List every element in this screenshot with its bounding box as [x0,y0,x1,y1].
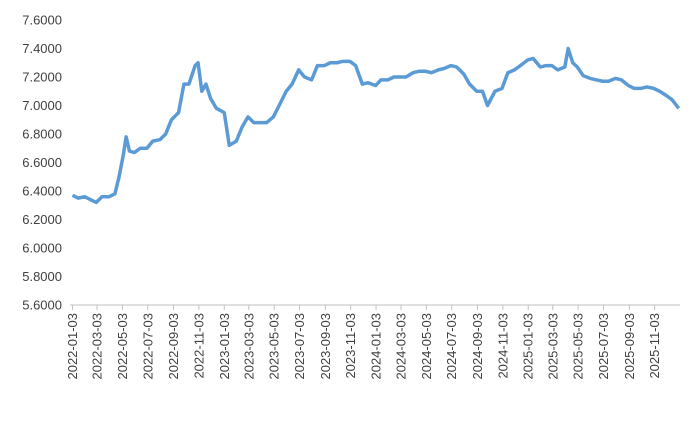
x-tick-label: 2023-03-03 [241,313,256,380]
y-tick-label: 6.6000 [22,155,62,170]
x-tick-label: 2024-11-03 [495,313,510,379]
x-tick-label: 2022-03-03 [90,313,105,380]
y-tick-label: 5.6000 [22,298,62,313]
y-tick-label: 6.2000 [22,212,62,227]
y-tick-label: 7.4000 [22,41,62,56]
x-tick-label: 2023-09-03 [318,313,333,380]
x-tick-label: 2022-01-03 [65,313,80,380]
x-tick-label: 2025-09-03 [622,313,637,380]
x-tick-label: 2022-09-03 [166,313,181,380]
x-tick-label: 2024-07-03 [444,313,459,380]
y-tick-label: 7.2000 [22,70,62,85]
x-tick-label: 2023-11-03 [343,313,358,379]
x-tick-label: 2025-03-03 [545,313,560,380]
y-tick-label: 7.0000 [22,98,62,113]
x-tick-label: 2025-05-03 [571,313,586,380]
x-tick-label: 2022-05-03 [115,313,130,380]
x-tick-label: 2024-03-03 [393,313,408,380]
x-tick-label: 2024-09-03 [470,313,485,380]
y-tick-label: 6.0000 [22,241,62,256]
x-tick-label: 2024-01-03 [369,313,384,380]
x-tick-label: 2023-05-03 [267,313,282,380]
x-tick-label: 2025-11-03 [647,313,662,379]
y-tick-label: 6.4000 [22,184,62,199]
x-tick-label: 2022-11-03 [191,313,206,379]
series-line [71,46,681,205]
x-tick-label: 2024-05-03 [419,313,434,380]
y-tick-label: 6.8000 [22,127,62,142]
y-tick-label: 7.6000 [22,13,62,28]
x-tick-label: 2022-07-03 [140,313,155,380]
x-tick-label: 2025-01-03 [521,313,536,380]
x-tick-label: 2023-07-03 [292,313,307,380]
y-tick-label: 5.8000 [22,269,62,284]
x-tick-label: 2025-07-03 [596,313,611,380]
x-tick-label: 2023-01-03 [217,313,232,380]
